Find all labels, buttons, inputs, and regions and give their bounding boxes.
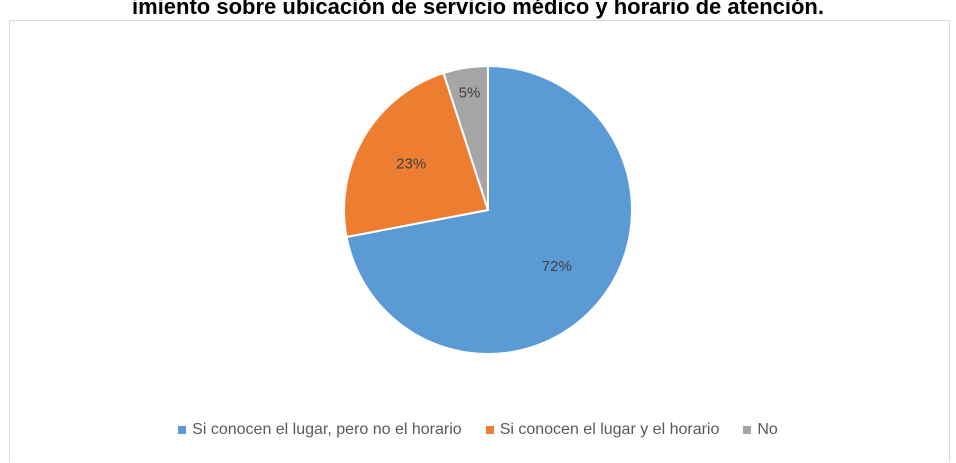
- pie-slice-2: [343, 71, 490, 239]
- legend-label-series1: Si conocen el lugar, pero no el horario: [192, 421, 462, 438]
- chart-title: imiento sobre ubicación de servicio médi…: [132, 0, 824, 19]
- legend-swatch-series2: [485, 426, 494, 434]
- data-label-3: 5%: [459, 84, 481, 101]
- pie-slice-1: [345, 64, 633, 355]
- legend-swatch-series3: [743, 426, 752, 434]
- legend: Si conocen el lugar, pero no el horario …: [0, 421, 956, 439]
- legend-swatch-series1: [178, 426, 187, 434]
- data-label-1: 72%: [542, 258, 572, 275]
- data-label-2: 23%: [396, 156, 426, 173]
- legend-item-series1: Si conocen el lugar, pero no el horario: [178, 421, 462, 439]
- legend-label-series2: Si conocen el lugar y el horario: [499, 421, 720, 438]
- legend-item-series2: Si conocen el lugar y el horario: [485, 421, 720, 439]
- pie-slice-3: [442, 64, 489, 211]
- legend-label-series3: No: [757, 421, 778, 438]
- legend-item-series3: No: [743, 421, 778, 439]
